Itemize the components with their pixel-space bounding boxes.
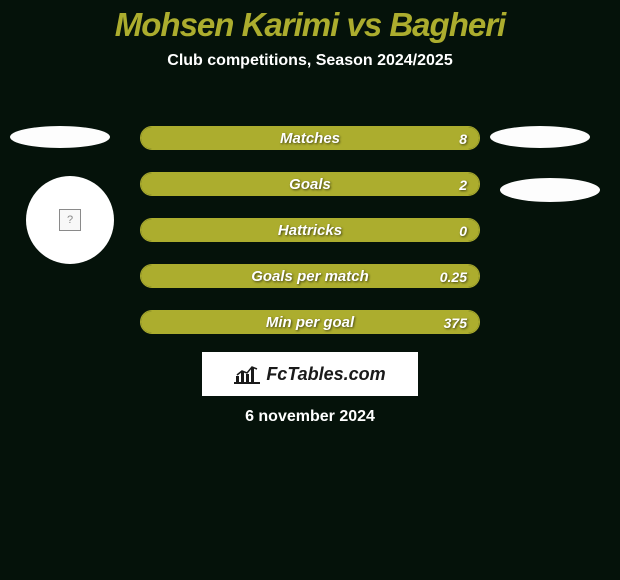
brand-box[interactable]: FcTables.com [202, 352, 418, 396]
stat-bar: Min per goal375 [140, 310, 480, 334]
stat-bar: Matches8 [140, 126, 480, 150]
brand-chart-icon [234, 364, 260, 384]
stat-bar-value: 375 [444, 311, 467, 335]
player-avatar: ? [26, 176, 114, 264]
stat-bar-value: 0.25 [440, 265, 467, 289]
stat-bar-label: Goals [141, 173, 479, 197]
player-right-marker-1 [490, 126, 590, 148]
stat-bar: Hattricks0 [140, 218, 480, 242]
player-right-marker-2 [500, 178, 600, 202]
stat-bar-value: 8 [459, 127, 467, 151]
brand-text: FcTables.com [266, 364, 385, 385]
stats-bars: Matches8Goals2Hattricks0Goals per match0… [140, 126, 480, 356]
avatar-placeholder-icon: ? [59, 209, 81, 231]
page-title: Mohsen Karimi vs Bagheri [0, 0, 620, 44]
page-subtitle: Club competitions, Season 2024/2025 [0, 52, 620, 70]
player-left-marker [10, 126, 110, 148]
stat-bar-value: 2 [459, 173, 467, 197]
stat-bar-label: Matches [141, 127, 479, 151]
stat-bar: Goals per match0.25 [140, 264, 480, 288]
stat-bar: Goals2 [140, 172, 480, 196]
stat-bar-label: Goals per match [141, 265, 479, 289]
date-text: 6 november 2024 [0, 408, 620, 426]
stat-bar-label: Min per goal [141, 311, 479, 335]
stat-bar-value: 0 [459, 219, 467, 243]
stat-bar-label: Hattricks [141, 219, 479, 243]
